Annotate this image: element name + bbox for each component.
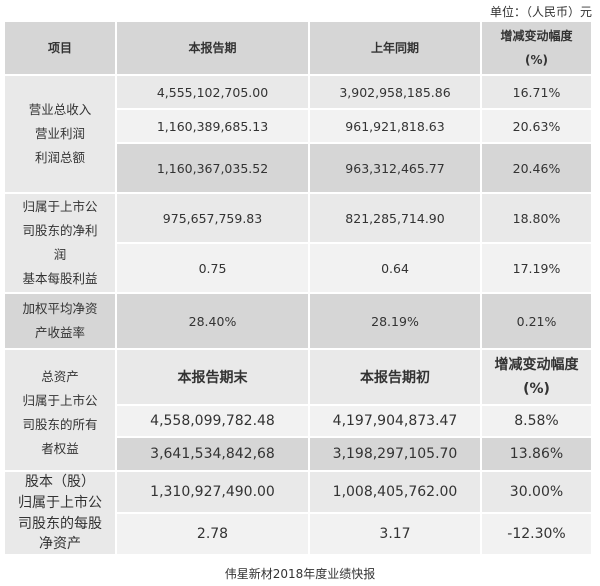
header-item: 项目 [5,22,115,74]
cell-current: 1,160,367,035.52 [117,144,308,192]
label-equity-line3: 者权益 [41,441,79,456]
cell-prior: 821,285,714.90 [310,194,480,242]
cell-prior: 0.64 [310,244,480,292]
cell-prior: 3,902,958,185.86 [310,76,480,108]
block4-labels: 总资产 归属于上市公 司股东的所有 者权益 [5,350,115,470]
subheader-change-line2: (%) [523,381,550,397]
block5-labels: 股本（股） 归属于上市公 司股东的每股 净资产 [5,472,115,554]
label-operating-profit: 营业利润 [34,126,85,141]
header-change: 增减变动幅度 (%) [482,22,591,74]
cell-change: 20.63% [482,110,591,142]
subheader-current: 本报告期末 [117,350,308,404]
block1-labels: 营业总收入 营业利润 利润总额 [5,76,115,192]
cell-change: 16.71% [482,76,591,108]
header-current: 本报告期 [117,22,308,74]
cell-prior: 4,197,904,873.47 [310,406,480,436]
label-basic-eps: 基本每股利益 [22,271,98,286]
subheader-change: 增减变动幅度 (%) [482,350,591,404]
unit-label: 单位：（人民币）元 [489,5,592,19]
cell-change: 30.00% [482,472,591,512]
cell-prior: 28.19% [310,294,480,348]
header-change-line2: (%) [525,53,548,67]
cell-change: 8.58% [482,406,591,436]
cell-change: 17.19% [482,244,591,292]
label-nav-line2: 司股东的每股 [18,516,102,532]
cell-change: 18.80% [482,194,591,242]
cell-current: 4,555,102,705.00 [117,76,308,108]
label-equity-line2: 司股东的所有 [22,417,98,432]
label-equity-line1: 归属于上市公 [22,393,98,408]
cell-change: 13.86% [482,438,591,470]
label-total-profit: 利润总额 [34,150,85,165]
cell-change: 20.46% [482,144,591,192]
cell-current: 4,558,099,782.48 [117,406,308,436]
cell-current: 1,310,927,490.00 [117,472,308,512]
header-change-line1: 增减变动幅度 [500,29,573,43]
cell-current: 975,657,759.83 [117,194,308,242]
label-net-profit-line1: 归属于上市公 [22,199,98,214]
cell-prior: 1,008,405,762.00 [310,472,480,512]
label-operating-revenue: 营业总收入 [28,102,92,117]
label-roe-line1: 加权平均净资 [22,301,98,316]
image-caption: 伟星新材2018年度业绩快报 [224,567,376,581]
subheader-change-line1: 增减变动幅度 [494,357,579,373]
block2-labels: 归属于上市公 司股东的净利 润 基本每股利益 [5,194,115,292]
cell-current: 1,160,389,685.13 [117,110,308,142]
cell-prior: 963,312,465.77 [310,144,480,192]
label-net-profit-line3: 润 [53,247,67,262]
cell-current: 2.78 [117,514,308,554]
cell-prior: 961,921,818.63 [310,110,480,142]
label-net-profit-line2: 司股东的净利 [22,223,98,238]
cell-current: 0.75 [117,244,308,292]
cell-change: 0.21% [482,294,591,348]
performance-table: 项目 本报告期 上年同期 增减变动幅度 (%) 营业总收入 营业利润 利润总额 … [5,22,591,554]
cell-prior: 3.17 [310,514,480,554]
label-total-assets: 总资产 [41,369,79,384]
subheader-prior: 本报告期初 [310,350,480,404]
cell-current: 3,641,534,842,68 [117,438,308,470]
header-prior: 上年同期 [310,22,480,74]
block3-labels: 加权平均净资 产收益率 [5,294,115,348]
label-share-capital: 股本（股） [25,474,95,490]
label-nav-line3: 净资产 [39,536,81,552]
cell-change: -12.30% [482,514,591,554]
label-roe-line2: 产收益率 [34,325,85,340]
cell-current: 28.40% [117,294,308,348]
label-nav-line1: 归属于上市公 [18,495,102,511]
cell-prior: 3,198,297,105.70 [310,438,480,470]
